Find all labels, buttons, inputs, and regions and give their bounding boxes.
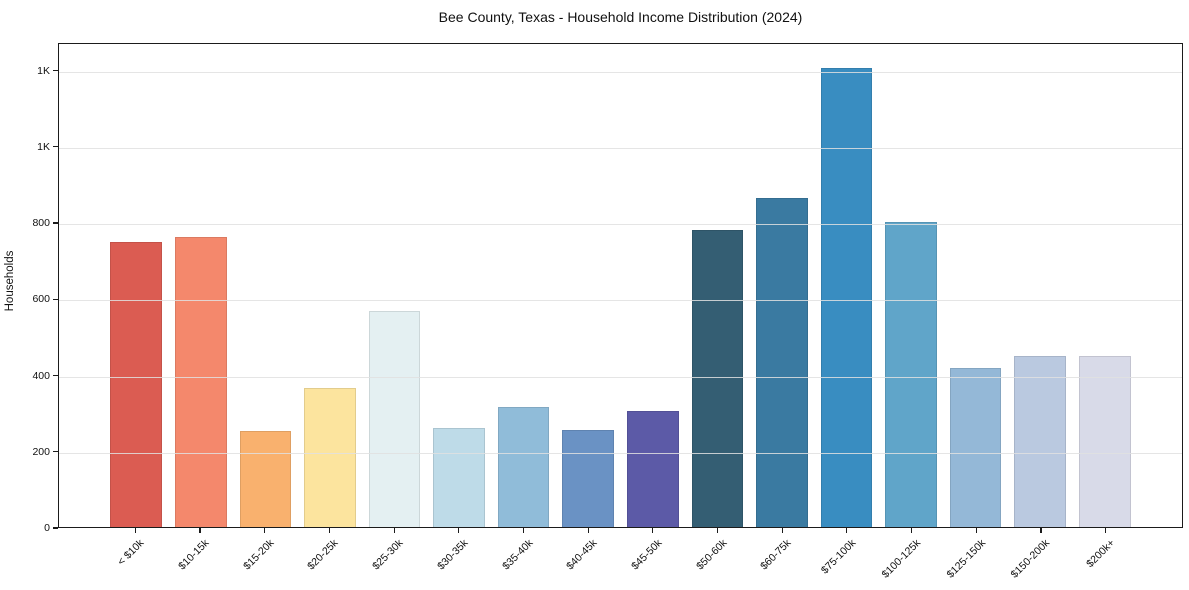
y-tick-mark — [53, 69, 58, 72]
bar-slot — [1072, 44, 1137, 527]
bar-slot — [879, 44, 944, 527]
bar-50-60k — [691, 230, 744, 527]
y-tick-label: 600 — [32, 293, 50, 306]
x-tick-label: < $10k — [115, 537, 147, 568]
bar-25-30k — [368, 311, 421, 527]
bar-125-150k — [949, 367, 1002, 527]
x-tick-label: $60-75k — [758, 537, 794, 573]
x-tick-mark — [393, 528, 395, 533]
bar-30-35k — [433, 427, 485, 527]
x-tick-mark — [264, 528, 266, 533]
bar-10-15k — [175, 236, 227, 527]
bar-200k — [1078, 356, 1131, 527]
bar-slot — [104, 44, 169, 527]
x-tick-label: $10-15k — [176, 537, 212, 573]
bar-slot — [621, 44, 686, 527]
x-tick-mark — [1040, 528, 1042, 533]
x-tick-label: $75-100k — [818, 537, 859, 577]
bar-75-100k — [820, 67, 873, 527]
bar-slot — [814, 44, 879, 527]
x-tick-label: $20-25k — [305, 537, 341, 573]
chart-title: Bee County, Texas - Household Income Dis… — [438, 9, 803, 25]
bar-slot — [298, 44, 363, 527]
plot-area — [58, 43, 1183, 528]
x-tick-label: $35-40k — [499, 537, 535, 573]
y-tick-mark — [53, 298, 58, 300]
x-tick-mark — [328, 528, 330, 533]
x-tick-label: $40-45k — [564, 537, 600, 573]
y-tick-mark — [53, 527, 58, 529]
bar-slot — [556, 44, 621, 527]
bar-60-75k — [756, 198, 808, 527]
y-tick-label: 800 — [32, 217, 50, 229]
bar-150-200k — [1014, 356, 1066, 527]
bar-slot — [1008, 44, 1073, 527]
x-tick-mark — [975, 528, 977, 533]
y-tick-label: 1K — [37, 64, 50, 77]
x-tick-label: $200k+ — [1084, 537, 1118, 571]
x-tick-mark — [846, 528, 848, 533]
y-tick-mark — [53, 451, 58, 453]
x-tick-mark — [781, 528, 783, 533]
bar-slot — [750, 44, 815, 527]
x-tick-mark — [458, 528, 460, 533]
bar-35-40k — [497, 406, 550, 527]
x-tick-mark — [522, 528, 525, 533]
x-tick-mark — [199, 528, 201, 533]
y-tick-mark — [53, 374, 58, 377]
bar-slot — [169, 44, 234, 527]
x-tick-label: $15-20k — [240, 537, 277, 573]
x-tick-mark — [911, 528, 913, 533]
bar-slot — [233, 44, 298, 527]
bar-100-125k — [885, 222, 937, 527]
y-tick-label: 0 — [44, 522, 50, 534]
bar-20-25k — [304, 387, 356, 527]
x-tick-label: $30-35k — [434, 537, 471, 573]
x-tick-label: $100-125k — [879, 537, 924, 581]
bar-slot — [685, 44, 750, 527]
x-tick-mark — [1105, 528, 1107, 533]
x-tick-mark — [652, 528, 654, 533]
bar-15-20k — [239, 431, 292, 527]
y-axis-title: Households — [4, 250, 16, 312]
y-tick-label: 200 — [32, 445, 50, 458]
y-tick-mark — [53, 146, 58, 148]
bar-slot — [427, 44, 492, 527]
x-tick-mark — [134, 528, 136, 533]
y-tick-label: 1K — [37, 140, 50, 153]
bar-10k — [110, 242, 163, 527]
y-tick-mark — [53, 222, 58, 224]
bar-slot — [943, 44, 1008, 527]
x-tick-label: $150-200k — [1008, 537, 1053, 581]
bar-40-45k — [562, 430, 615, 527]
x-tick-label: $125-150k — [944, 537, 988, 581]
bar-45-50k — [626, 411, 679, 527]
y-tick-label: 400 — [32, 369, 50, 382]
x-tick-label: $50-60k — [693, 537, 729, 573]
bars-container — [59, 44, 1182, 527]
bar-slot — [491, 44, 556, 527]
x-tick-mark — [587, 528, 589, 533]
bar-slot — [362, 44, 427, 527]
x-tick-mark — [716, 528, 719, 533]
x-tick-label: $25-30k — [370, 537, 406, 573]
x-tick-label: $45-50k — [628, 537, 665, 573]
